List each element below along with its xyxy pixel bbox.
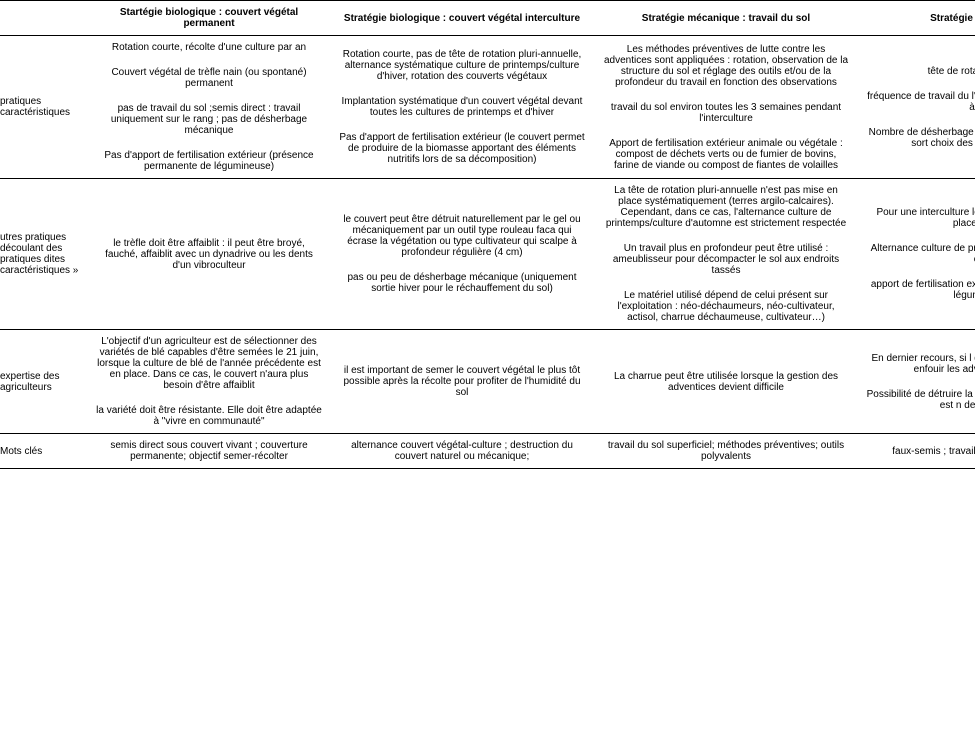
cell-text: Apport de fertilisation extérieur animal…	[602, 138, 850, 171]
cell-text: la variété doit être résistante. Elle do…	[96, 405, 322, 427]
row-autres-pratiques-c2: le couvert peut être détruit naturelleme…	[330, 179, 594, 330]
cell-text: En dernier recours, si l développées, ut…	[866, 353, 975, 375]
cell-text: Pour une interculture long peuvent être …	[866, 207, 975, 229]
cell-text: Un travail plus en profondeur peut être …	[602, 243, 850, 276]
cell-text: Le matériel utilisé dépend de celui prés…	[602, 290, 850, 323]
row-autres-pratiques-c3: La tête de rotation pluri-annuelle n'est…	[594, 179, 858, 330]
cell-text: Pas d'apport de fertilisation extérieur …	[96, 150, 322, 172]
header-col2: Stratégie biologique : couvert végétal i…	[330, 1, 594, 36]
header-col3: Stratégie mécanique : travail du sol	[594, 1, 858, 36]
row-motscles-c2: alternance couvert végétal-culture ; des…	[330, 434, 594, 469]
cell-text: le trèfle doit être affaiblit : il peut …	[96, 238, 322, 271]
row-expertise-c4: En dernier recours, si l développées, ut…	[858, 330, 975, 434]
row-expertise: expertise des agriculteurs L'objectif d'…	[0, 330, 975, 434]
cell-text: fréquence de travail du l'interculture :…	[866, 91, 975, 113]
row-autres-pratiques-label: utres pratiques découlant des pratiques …	[0, 179, 88, 330]
cell-text: Rotation courte, pas de tête de rotation…	[338, 49, 586, 82]
cell-text: Pas d'apport de fertilisation extérieur …	[338, 132, 586, 165]
row-expertise-c1: L'objectif d'un agriculteur est de sélec…	[88, 330, 330, 434]
row-motscles-c1: semis direct sous couvert vivant ; couve…	[88, 434, 330, 469]
cell-text: Possibilité de détruire la cul si l'état…	[866, 389, 975, 411]
row-motscles-c3: travail du sol superficiel; méthodes pré…	[594, 434, 858, 469]
row-pratiques: pratiques caractéristiques Rotation cour…	[0, 36, 975, 179]
row-pratiques-c2: Rotation courte, pas de tête de rotation…	[330, 36, 594, 179]
cell-text: Rotation courte, récolte d'une culture p…	[112, 42, 306, 53]
row-expertise-label: expertise des agriculteurs	[0, 330, 88, 434]
cell-text: Nombre de désherbage mé post-semis-pré-l…	[866, 127, 975, 149]
cell-text: travail du sol environ toutes les 3 sema…	[602, 102, 850, 124]
header-row: Startégie biologique : couvert végétal p…	[0, 1, 975, 36]
header-col4: Stratégie mécanique	[858, 1, 975, 36]
row-autres-pratiques-c4: Pour une interculture long peuvent être …	[858, 179, 975, 330]
row-motscles-c4: faux-semis ; travail inten tolérance fac…	[858, 434, 975, 469]
cell-text: pas de travail du sol ;semis direct : tr…	[96, 103, 322, 136]
row-pratiques-c1: Rotation courte, récolte d'une culture p…	[88, 36, 330, 179]
cell-text: il est important de semer le couvert vég…	[338, 365, 586, 398]
row-pratiques-label: pratiques caractéristiques	[0, 36, 88, 179]
cell-text: La tête de rotation pluri-annuelle n'est…	[602, 185, 850, 229]
cell-text: La charrue peut être utilisée lorsque la…	[602, 371, 850, 393]
row-autres-pratiques-c1: le trèfle doit être affaiblit : il peut …	[88, 179, 330, 330]
cell-text: Alternance culture de prin respecté dans…	[866, 243, 975, 265]
row-pratiques-c4: tête de rotation pluri-an fréquence de t…	[858, 36, 975, 179]
cell-text: le couvert peut être détruit naturelleme…	[338, 214, 586, 258]
row-pratiques-c3: Les méthodes préventives de lutte contre…	[594, 36, 858, 179]
cell-text: Les méthodes préventives de lutte contre…	[602, 44, 850, 88]
row-expertise-c3: La charrue peut être utilisée lorsque la…	[594, 330, 858, 434]
row-motscles: Mots clés semis direct sous couvert viva…	[0, 434, 975, 469]
header-empty	[0, 1, 88, 36]
cell-text: pas ou peu de désherbage mécanique (uniq…	[338, 272, 586, 294]
row-motscles-label: Mots clés	[0, 434, 88, 469]
strategies-table: Startégie biologique : couvert végétal p…	[0, 0, 975, 469]
cell-text: Couvert végétal de trèfle nain (ou spont…	[96, 67, 322, 89]
cell-text: tête de rotation pluri-an	[928, 66, 975, 77]
header-col1: Startégie biologique : couvert végétal p…	[88, 1, 330, 36]
cell-text: Implantation systématique d'un couvert v…	[338, 96, 586, 118]
row-autres-pratiques: utres pratiques découlant des pratiques …	[0, 179, 975, 330]
row-expertise-c2: il est important de semer le couvert vég…	[330, 330, 594, 434]
cell-text: apport de fertilisation exté végétaux et…	[866, 279, 975, 301]
cell-text: L'objectif d'un agriculteur est de sélec…	[96, 336, 322, 391]
